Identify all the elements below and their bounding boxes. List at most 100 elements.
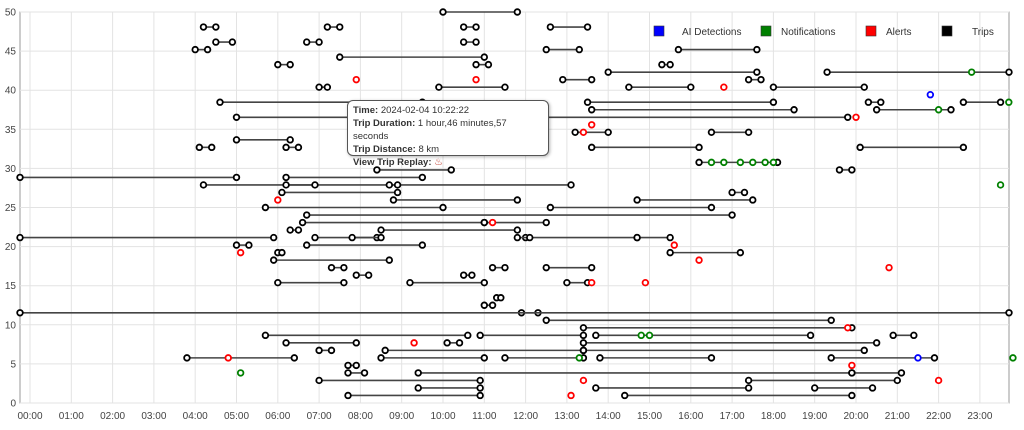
alert-point <box>695 256 703 264</box>
tooltip-time-label: Time: <box>353 105 379 116</box>
trip-start-point <box>327 263 336 272</box>
trip-end-point <box>583 23 592 31</box>
trip-end-point <box>707 203 716 212</box>
trip-start-point <box>298 218 307 227</box>
trip-end-point <box>476 391 484 400</box>
x-tick-label: 21:00 <box>885 411 910 422</box>
trip-start-point <box>592 331 600 340</box>
trip-start-point <box>373 166 381 174</box>
trip-end-point <box>327 346 336 355</box>
trip-start-point <box>261 203 270 212</box>
trip-end-point <box>744 128 753 137</box>
notification-point <box>996 181 1005 189</box>
trip-start-point <box>658 60 666 69</box>
trip-end-point <box>728 211 736 219</box>
x-tick-label: 02:00 <box>100 411 125 422</box>
trip-end-point <box>480 53 488 61</box>
trip-end-point <box>1005 309 1013 317</box>
trip-end-point <box>269 233 278 242</box>
trip-end-point <box>352 361 360 370</box>
trip-start-point <box>959 98 968 106</box>
notification-point <box>736 158 745 167</box>
trip-end-point <box>695 143 703 152</box>
trip-end-point <box>468 271 476 279</box>
trip-start-point <box>389 196 398 204</box>
notification-point <box>1009 354 1017 362</box>
trips-series <box>16 8 1013 400</box>
trip-start-point <box>232 241 241 249</box>
trip-end-point <box>290 354 299 362</box>
trip-end-point <box>707 354 716 362</box>
trip-end-point <box>464 331 472 340</box>
trip-start-point <box>216 98 224 106</box>
x-tick-label: 22:00 <box>926 411 951 422</box>
ai-detection-point <box>914 354 922 362</box>
trip-end-point <box>513 226 522 234</box>
trip-start-point <box>633 233 641 242</box>
trip-start-point <box>744 75 753 84</box>
y-tick-label: 5 <box>10 359 16 370</box>
trip-end-point <box>352 339 360 347</box>
event-markers <box>224 68 1017 400</box>
trip-replay-icon[interactable]: ♨ <box>434 157 444 168</box>
trip-end-point <box>455 339 464 347</box>
trip-end-point <box>501 263 509 272</box>
trip-end-point <box>513 196 522 204</box>
y-tick-label: 35 <box>5 125 17 136</box>
trip-start-point <box>707 128 716 137</box>
alert-point <box>352 75 360 84</box>
legend-swatch <box>653 25 665 37</box>
alert-point <box>844 324 852 332</box>
trip-start-point <box>827 354 835 362</box>
legend-label: Notifications <box>781 27 835 38</box>
x-tick-label: 04:00 <box>183 411 208 422</box>
trip-start-point <box>377 226 385 234</box>
trip-end-point <box>393 188 402 197</box>
alert-point <box>567 391 575 400</box>
trip-start-point <box>344 369 352 377</box>
alert-point <box>224 354 232 362</box>
trip-end-point <box>575 45 583 54</box>
x-tick-label: 18:00 <box>761 411 786 422</box>
ai-detection-point <box>926 91 935 99</box>
axes: 00:00 01:00 02:00 03:00 04:00 05:00 06:00 07:00… <box>5 8 993 423</box>
trip-end-point <box>513 8 522 16</box>
x-tick-label: 03:00 <box>141 411 166 422</box>
trip-end-point <box>666 233 674 242</box>
trip-end-point <box>480 354 488 362</box>
trip-start-point <box>728 188 736 197</box>
tooltip-distance-label: Trip Distance: <box>353 144 416 155</box>
trip-end-point <box>212 23 220 31</box>
trip-start-point <box>315 83 323 91</box>
y-tick-label: 10 <box>5 320 17 331</box>
trip-start-point <box>633 196 641 204</box>
trip-end-point <box>996 98 1005 106</box>
trip-start-point <box>621 391 629 400</box>
trip-end-point <box>868 384 877 392</box>
notification-point <box>769 158 778 167</box>
trip-start-point <box>459 23 468 31</box>
legend-label: Alerts <box>886 27 912 38</box>
y-tick-label: 40 <box>5 86 17 97</box>
trip-start-point <box>261 331 270 340</box>
trip-start-point <box>191 45 199 54</box>
x-tick-label: 09:00 <box>389 411 414 422</box>
x-tick-label: 14:00 <box>596 411 621 422</box>
trip-end-point <box>472 38 480 46</box>
trip-end-point <box>897 369 906 377</box>
trip-start-point <box>212 38 220 46</box>
trip-end-point <box>877 98 885 106</box>
trip-end-point <box>501 83 509 91</box>
trip-end-point <box>666 60 674 69</box>
trip-start-point <box>811 384 819 392</box>
y-tick-label: 15 <box>5 281 17 292</box>
trip-start-point <box>769 83 778 91</box>
trip-start-point <box>303 38 311 46</box>
trip-end-point <box>872 339 881 347</box>
trip-end-point <box>311 181 319 189</box>
tooltip-duration-label: Trip Duration: <box>353 118 416 129</box>
trip-start-point <box>303 241 311 249</box>
trip-end-point <box>959 143 968 152</box>
alert-point <box>579 128 588 137</box>
legend: AI Detections Notifications Alerts Trips <box>653 25 994 38</box>
